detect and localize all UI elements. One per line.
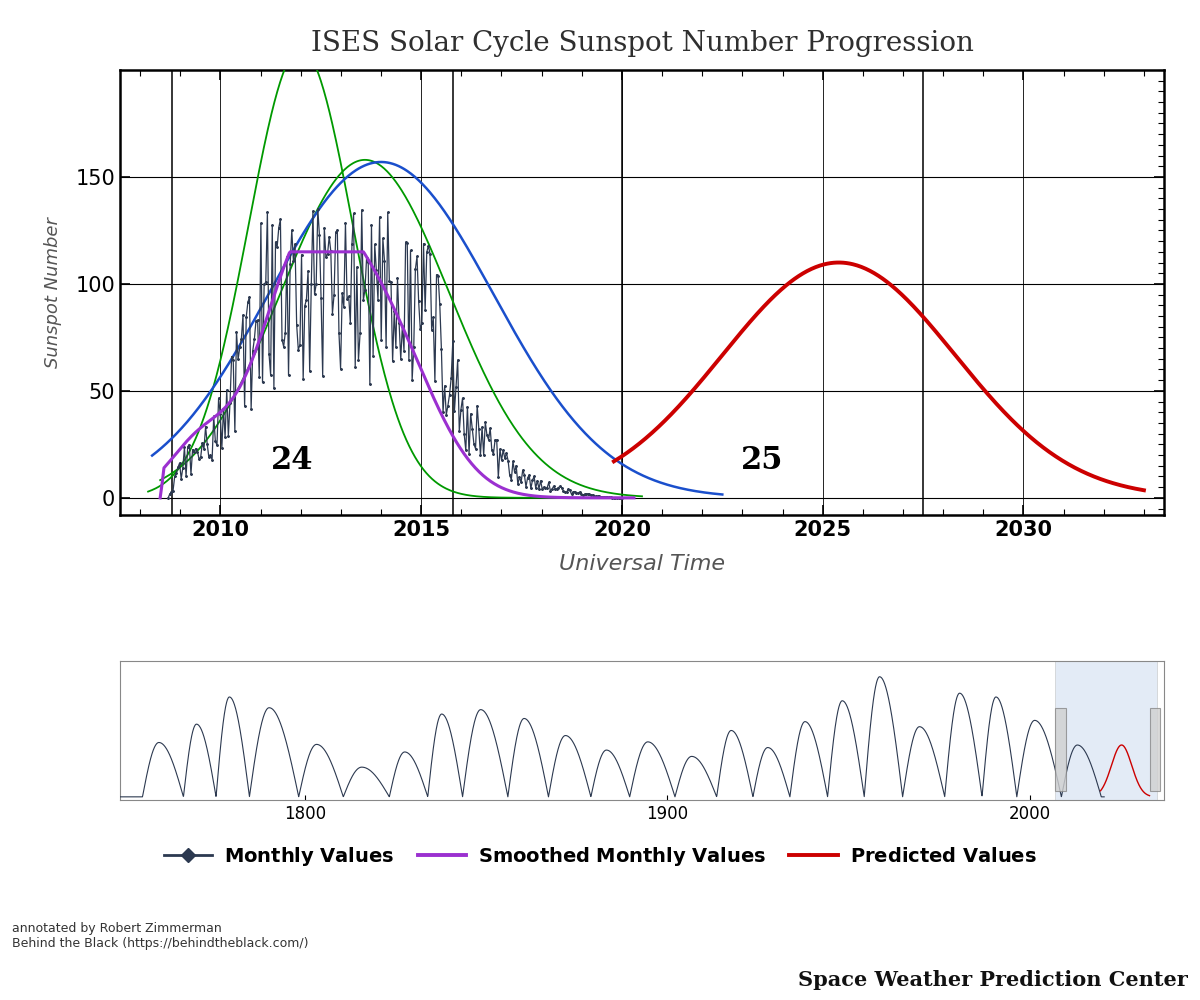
Title: ISES Solar Cycle Sunspot Number Progression: ISES Solar Cycle Sunspot Number Progress…: [311, 30, 973, 57]
Bar: [1055, 661, 1157, 800]
Text: 24: 24: [271, 445, 314, 476]
Legend: $\bf{Monthly\ Values}$, $\bf{Smoothed\ Monthly\ Values}$, $\bf{Predicted\ Values: $\bf{Monthly\ Values}$, $\bf{Smoothed\ M…: [156, 837, 1044, 875]
Text: annotated by Robert Zimmerman
Behind the Black (https://behindtheblack.com/): annotated by Robert Zimmerman Behind the…: [12, 922, 308, 950]
Y-axis label: Sunspot Number: Sunspot Number: [43, 217, 61, 368]
X-axis label: Universal Time: Universal Time: [559, 554, 725, 574]
Text: Space Weather Prediction Center: Space Weather Prediction Center: [798, 970, 1188, 990]
Text: 25: 25: [742, 445, 784, 476]
Bar: [1150, 708, 1160, 791]
Bar: [1055, 708, 1066, 791]
